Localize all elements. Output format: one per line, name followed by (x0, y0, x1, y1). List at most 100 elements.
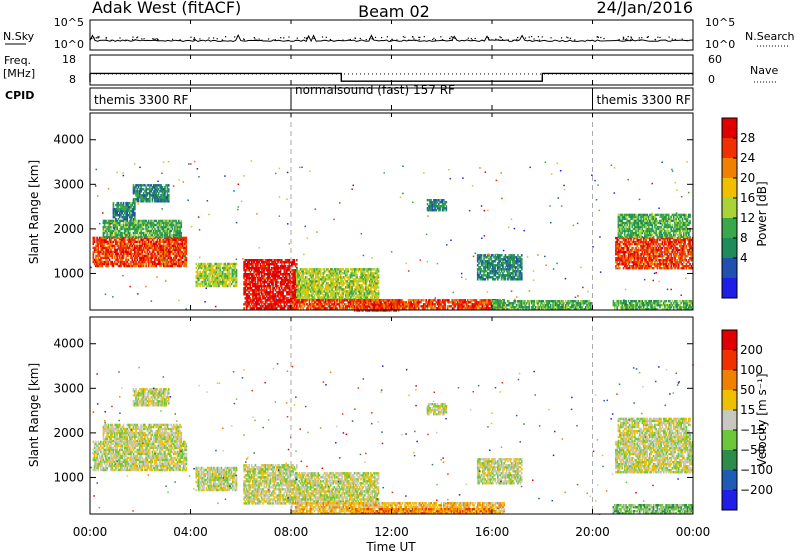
echo-cell (120, 201, 122, 205)
echo-cell (293, 297, 296, 300)
echo-cell (313, 280, 316, 283)
echo-cell (488, 301, 490, 304)
echo-cell (314, 292, 317, 295)
echo-cell (360, 294, 362, 297)
echo-cell (108, 242, 111, 246)
echo-cell (419, 301, 421, 304)
echo-cell (308, 286, 311, 289)
echo-cell (134, 201, 136, 205)
echo-cell (355, 274, 357, 277)
echo-cell (230, 270, 233, 274)
echo-cell (287, 279, 289, 282)
echo-cell (312, 292, 315, 295)
echo-cell (172, 223, 175, 227)
echo-cell (254, 267, 257, 270)
echo-cell (255, 305, 258, 308)
echo-cell (171, 262, 174, 266)
echo-cell (179, 238, 181, 242)
echo-cell (319, 274, 322, 277)
echo-cell (199, 264, 201, 268)
echo-cell (463, 301, 465, 304)
echo-cell (131, 240, 134, 244)
echo-cell (154, 254, 156, 258)
echo-cell (159, 235, 161, 239)
echo-cell (116, 252, 119, 256)
echo-cell (243, 261, 245, 264)
echo-cell (356, 284, 358, 287)
echo-cell (156, 250, 159, 254)
echo-cell (144, 235, 146, 239)
echo-cell (218, 282, 220, 286)
echo-cell (430, 299, 433, 302)
echo-cell (149, 188, 151, 191)
echo-cell (252, 305, 254, 308)
echo-cell (316, 286, 318, 289)
echo-cell (167, 252, 170, 256)
echo-cell (142, 200, 145, 203)
echo-cell (341, 278, 343, 281)
echo-cell (332, 280, 335, 283)
echo-cell (134, 214, 136, 217)
echo-cell (131, 201, 134, 205)
echo-cell (368, 303, 371, 306)
echo-cell (234, 282, 237, 286)
echo-cell (185, 264, 188, 268)
echo-cell (228, 274, 230, 278)
echo-cell (139, 225, 141, 229)
echo-cell (156, 248, 159, 252)
echo-cell (270, 263, 273, 266)
echo-cell (407, 303, 410, 306)
echo-cell (376, 278, 379, 281)
echo-cell (171, 221, 174, 225)
noise-search-point (537, 36, 539, 38)
echo-cell (160, 246, 162, 250)
echo-cell (255, 265, 258, 268)
noise-search-point (119, 37, 121, 39)
echo-cell (304, 290, 307, 293)
echo-cell (478, 307, 480, 310)
echo-cell (277, 277, 279, 280)
echo-cell (272, 267, 274, 270)
echo-cell (113, 238, 116, 242)
echo-cell (296, 259, 298, 262)
echo-cell (151, 227, 154, 231)
echo-cell (269, 295, 272, 298)
echo-cell (170, 221, 173, 225)
echo-cell (348, 288, 351, 291)
echo-cell (377, 299, 380, 302)
echo-cell (151, 256, 154, 260)
echo-cell (125, 207, 127, 211)
echo-cell (167, 198, 170, 201)
echo-cell (166, 242, 169, 246)
echo-cell (476, 264, 479, 267)
echo-cell (476, 303, 479, 306)
echo-cell (255, 287, 258, 290)
echo-cell (270, 261, 273, 264)
echo-cell (264, 291, 267, 294)
echo-cell (318, 282, 321, 285)
echo-cell (96, 236, 98, 240)
echo-cell (152, 238, 155, 242)
echo-cell (171, 227, 174, 231)
echo-cell (278, 289, 281, 292)
echo-cell (257, 287, 259, 290)
echo-cell (102, 225, 105, 229)
echo-cell (134, 218, 136, 221)
echo-cell (361, 274, 364, 277)
echo-cell (279, 291, 282, 294)
echo-cell (312, 305, 315, 308)
echo-cell (313, 301, 316, 304)
echo-cell (368, 280, 371, 283)
echo-cell (460, 305, 463, 308)
echo-cell (160, 258, 162, 262)
echo-cell (230, 278, 233, 282)
echo-cell (123, 250, 126, 254)
echo-cell (144, 233, 146, 237)
echo-cell (136, 184, 139, 187)
echo-cell (132, 235, 135, 239)
echo-cell (120, 242, 122, 246)
echo-cell (348, 294, 351, 297)
echo-cell (460, 299, 463, 302)
echo-cell (355, 270, 357, 273)
echo-cell (275, 259, 278, 262)
